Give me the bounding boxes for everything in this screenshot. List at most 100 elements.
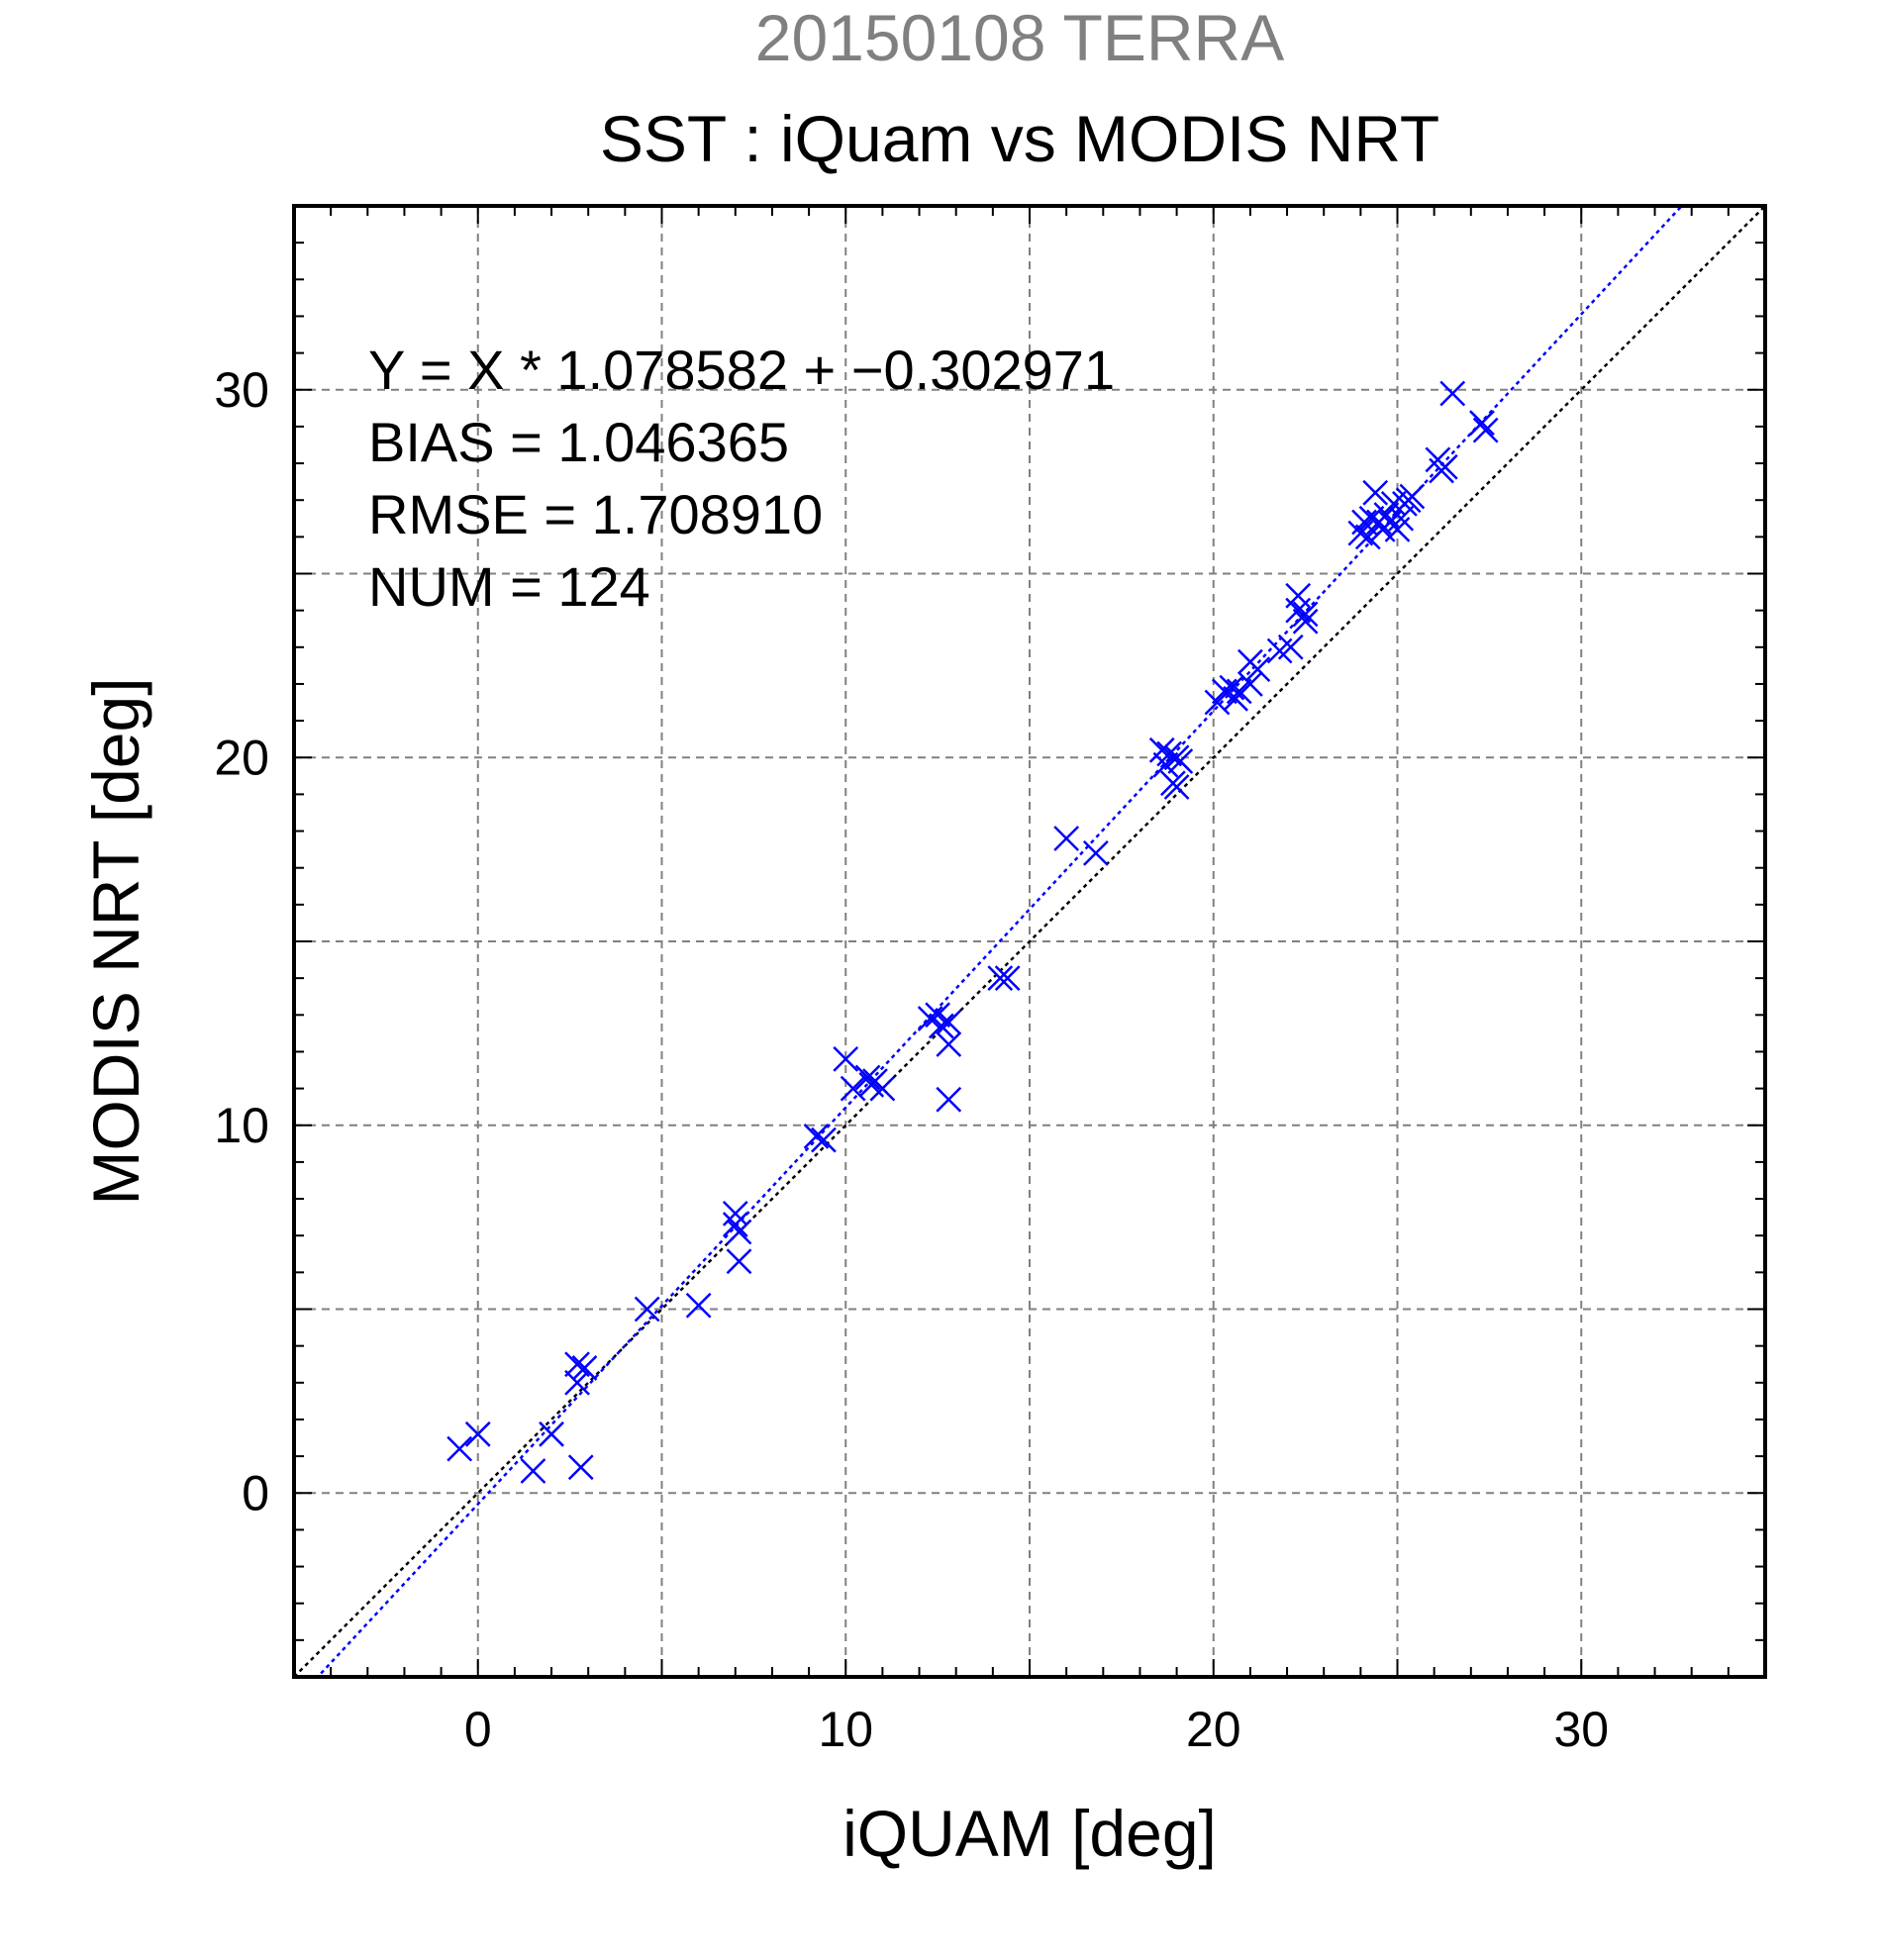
data-point-stroke xyxy=(1238,671,1263,697)
date-title: 20150108 TERRA xyxy=(754,1,1285,74)
data-point-stroke xyxy=(567,1454,594,1481)
y-tick-label: 30 xyxy=(214,362,269,418)
data-point-stroke xyxy=(840,1075,866,1102)
data-point-stroke xyxy=(446,1435,473,1462)
data-point xyxy=(1285,582,1312,609)
x-tick-label: 20 xyxy=(1186,1702,1241,1757)
data-point-stroke xyxy=(994,965,1021,992)
data-point-stroke xyxy=(1292,608,1319,635)
data-point-stroke xyxy=(936,1009,962,1035)
data-point-stroke xyxy=(1354,524,1381,550)
data-point-stroke xyxy=(1277,634,1304,660)
data-point-stroke xyxy=(833,1045,859,1072)
data-point xyxy=(936,1086,962,1113)
data-point xyxy=(1167,748,1194,774)
data-point-stroke xyxy=(685,1292,712,1319)
data-point xyxy=(446,1435,473,1462)
data-point xyxy=(1432,453,1458,480)
data-point xyxy=(1082,839,1109,866)
data-point-stroke xyxy=(1362,479,1389,506)
data-point-stroke xyxy=(925,1002,951,1029)
data-point-stroke xyxy=(634,1296,660,1323)
data-point xyxy=(1292,601,1319,628)
data-point-stroke xyxy=(1163,774,1190,800)
data-point-stroke xyxy=(854,1064,881,1091)
data-point xyxy=(539,1421,564,1447)
data-point-stroke xyxy=(1439,380,1466,407)
data-point xyxy=(722,1212,748,1237)
data-point-stroke xyxy=(722,1212,748,1237)
data-point-stroke xyxy=(1388,505,1415,532)
identity-line xyxy=(294,206,1765,1677)
x-axis-label: iQUAM [deg] xyxy=(842,1797,1217,1870)
data-point-stroke xyxy=(1219,674,1245,701)
x-tick-label: 10 xyxy=(818,1702,873,1757)
num-text: NUM = 124 xyxy=(368,555,650,618)
data-point-stroke xyxy=(936,1086,962,1113)
data-point-stroke xyxy=(1469,410,1495,437)
y-tick-label: 10 xyxy=(214,1098,269,1153)
data-point-stroke xyxy=(464,1421,491,1447)
data-point xyxy=(520,1458,546,1484)
data-point-stroke xyxy=(1167,748,1194,774)
data-point xyxy=(994,965,1021,992)
data-point-stroke xyxy=(564,1369,590,1396)
data-point xyxy=(1163,774,1190,800)
data-point xyxy=(1388,505,1415,532)
data-point xyxy=(634,1296,660,1323)
data-point-stroke xyxy=(803,1124,830,1149)
data-point xyxy=(567,1454,594,1481)
data-point xyxy=(571,1355,598,1381)
data-point-stroke xyxy=(726,1248,752,1275)
data-point-stroke xyxy=(1432,453,1458,480)
data-point xyxy=(722,1201,748,1226)
data-point xyxy=(917,1006,943,1031)
data-point-stroke xyxy=(1292,601,1319,628)
data-point-stroke xyxy=(1244,656,1271,682)
data-point xyxy=(1053,826,1080,851)
data-point-stroke xyxy=(520,1458,546,1484)
data-point-stroke xyxy=(869,1075,896,1102)
data-point xyxy=(564,1369,590,1396)
data-point xyxy=(987,965,1014,992)
data-point xyxy=(726,1248,752,1275)
data-point xyxy=(1156,740,1183,767)
data-point-stroke xyxy=(1053,826,1080,851)
data-point xyxy=(1362,479,1389,506)
data-point-stroke xyxy=(726,1219,752,1245)
x-tick-label: 30 xyxy=(1553,1702,1609,1757)
data-point xyxy=(1238,671,1263,697)
data-point xyxy=(811,1127,837,1153)
data-point xyxy=(464,1421,491,1447)
data-points xyxy=(446,380,1499,1484)
bias-text: BIAS = 1.046365 xyxy=(368,411,789,473)
data-point xyxy=(840,1075,866,1102)
x-tick-label: 0 xyxy=(464,1702,492,1757)
data-point xyxy=(726,1219,752,1245)
y-axis-label: MODIS NRT [deg] xyxy=(79,677,152,1205)
data-point xyxy=(1226,678,1252,705)
data-point xyxy=(936,1031,962,1057)
data-point xyxy=(869,1075,896,1102)
rmse-text: RMSE = 1.708910 xyxy=(368,483,823,545)
data-point-stroke xyxy=(1082,839,1109,866)
data-point-stroke xyxy=(1380,491,1407,517)
data-point xyxy=(833,1045,859,1072)
data-point-stroke xyxy=(936,1031,962,1057)
data-point xyxy=(1244,656,1271,682)
data-point-stroke xyxy=(1472,417,1499,443)
tick-labels: 0 10 20 30 0 10 20 30 xyxy=(214,362,1609,1757)
data-point xyxy=(1292,608,1319,635)
data-point xyxy=(1469,410,1495,437)
data-point-stroke xyxy=(1148,736,1175,763)
data-point xyxy=(1380,491,1407,517)
data-point-stroke xyxy=(1285,597,1312,624)
data-point-stroke xyxy=(1373,502,1400,528)
data-point-stroke xyxy=(1226,678,1252,705)
data-point xyxy=(803,1124,830,1149)
data-point-stroke xyxy=(811,1127,837,1153)
data-point xyxy=(1277,634,1304,660)
data-point xyxy=(1439,380,1466,407)
data-point xyxy=(685,1292,712,1319)
data-point xyxy=(1472,417,1499,443)
